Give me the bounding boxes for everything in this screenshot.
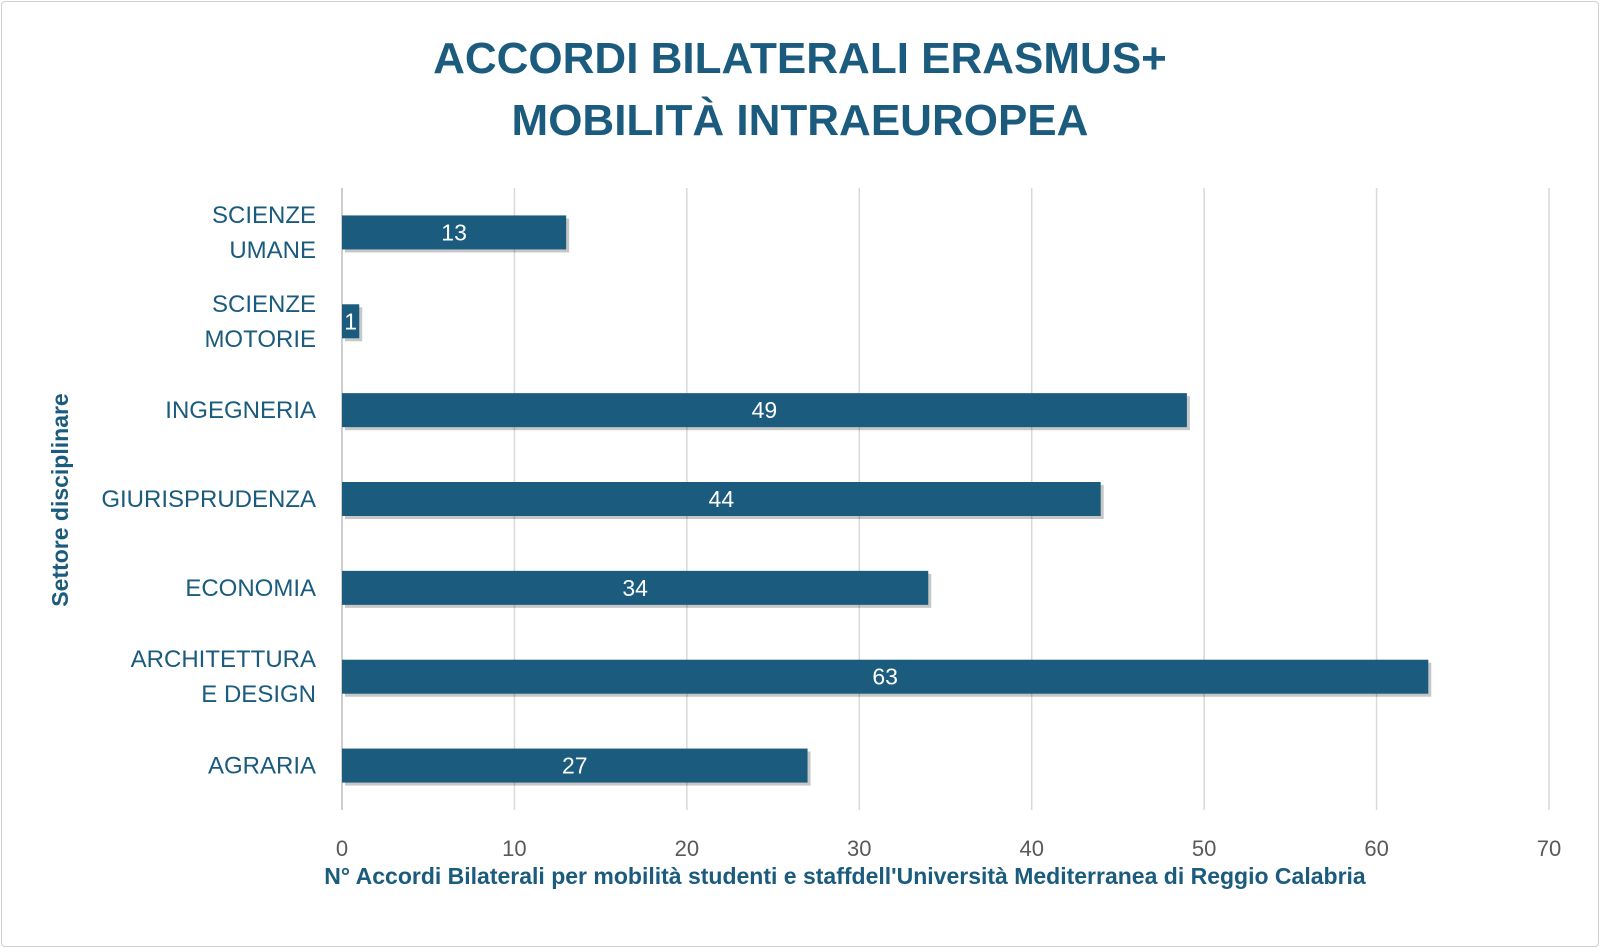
bar: [342, 659, 1429, 694]
bars: 13 1 49 44 34 63 27: [342, 215, 1432, 786]
category-labels: SCIENZE UMANE SCIENZE MOTORIE INGEGNERIA GIUR…: [101, 202, 316, 780]
bar-value-label: 49: [752, 397, 778, 423]
x-tick-label: 60: [1364, 836, 1388, 861]
chart-title-line-1: ACCORDI BILATERALI ERASMUS+: [433, 34, 1167, 83]
category-label: INGEGNERIA: [165, 397, 316, 424]
bar-value-label: 27: [562, 753, 588, 779]
bar-value-label: 13: [441, 219, 467, 245]
bar: [342, 570, 929, 605]
x-tick-label: 0: [336, 836, 348, 861]
category-label: ECONOMIA: [185, 575, 316, 602]
category-label: AGRARIA: [208, 753, 316, 780]
bar: [342, 215, 567, 250]
x-axis-title: N° Accordi Bilaterali per mobilità stude…: [324, 863, 1366, 889]
category-label: GIURISPRUDENZA: [101, 486, 316, 513]
x-tick-label: 50: [1192, 836, 1216, 861]
bar: [342, 748, 808, 783]
category-label: E DESIGN: [201, 681, 316, 708]
category-label: UMANE: [229, 237, 316, 264]
x-tick-label: 70: [1537, 836, 1561, 861]
x-tick-label: 40: [1019, 836, 1043, 861]
chart-title: ACCORDI BILATERALI ERASMUS+ MOBILITÀ INT…: [0, 28, 1600, 152]
x-tick-label: 30: [847, 836, 871, 861]
y-axis-title: Settore disciplinare: [47, 393, 73, 606]
bar-value-label: 44: [709, 486, 735, 512]
category-label: SCIENZE: [212, 291, 316, 318]
bar: [342, 304, 360, 339]
bar-value-label: 34: [622, 575, 648, 601]
chart-title-line-2: MOBILITÀ INTRAEUROPEA: [511, 96, 1089, 145]
x-tick-label: 10: [502, 836, 526, 861]
bar: [342, 482, 1101, 516]
bar: [342, 393, 1187, 428]
x-tick-labels: 0 10 20 30 40 50 60 70: [336, 836, 1561, 861]
x-tick-label: 20: [675, 836, 699, 861]
category-label: MOTORIE: [204, 326, 316, 353]
category-label: ARCHITETTURA: [131, 646, 316, 673]
bar-value-label: 1: [344, 308, 357, 334]
category-label: SCIENZE: [212, 202, 316, 229]
bar-value-label: 63: [872, 664, 898, 690]
